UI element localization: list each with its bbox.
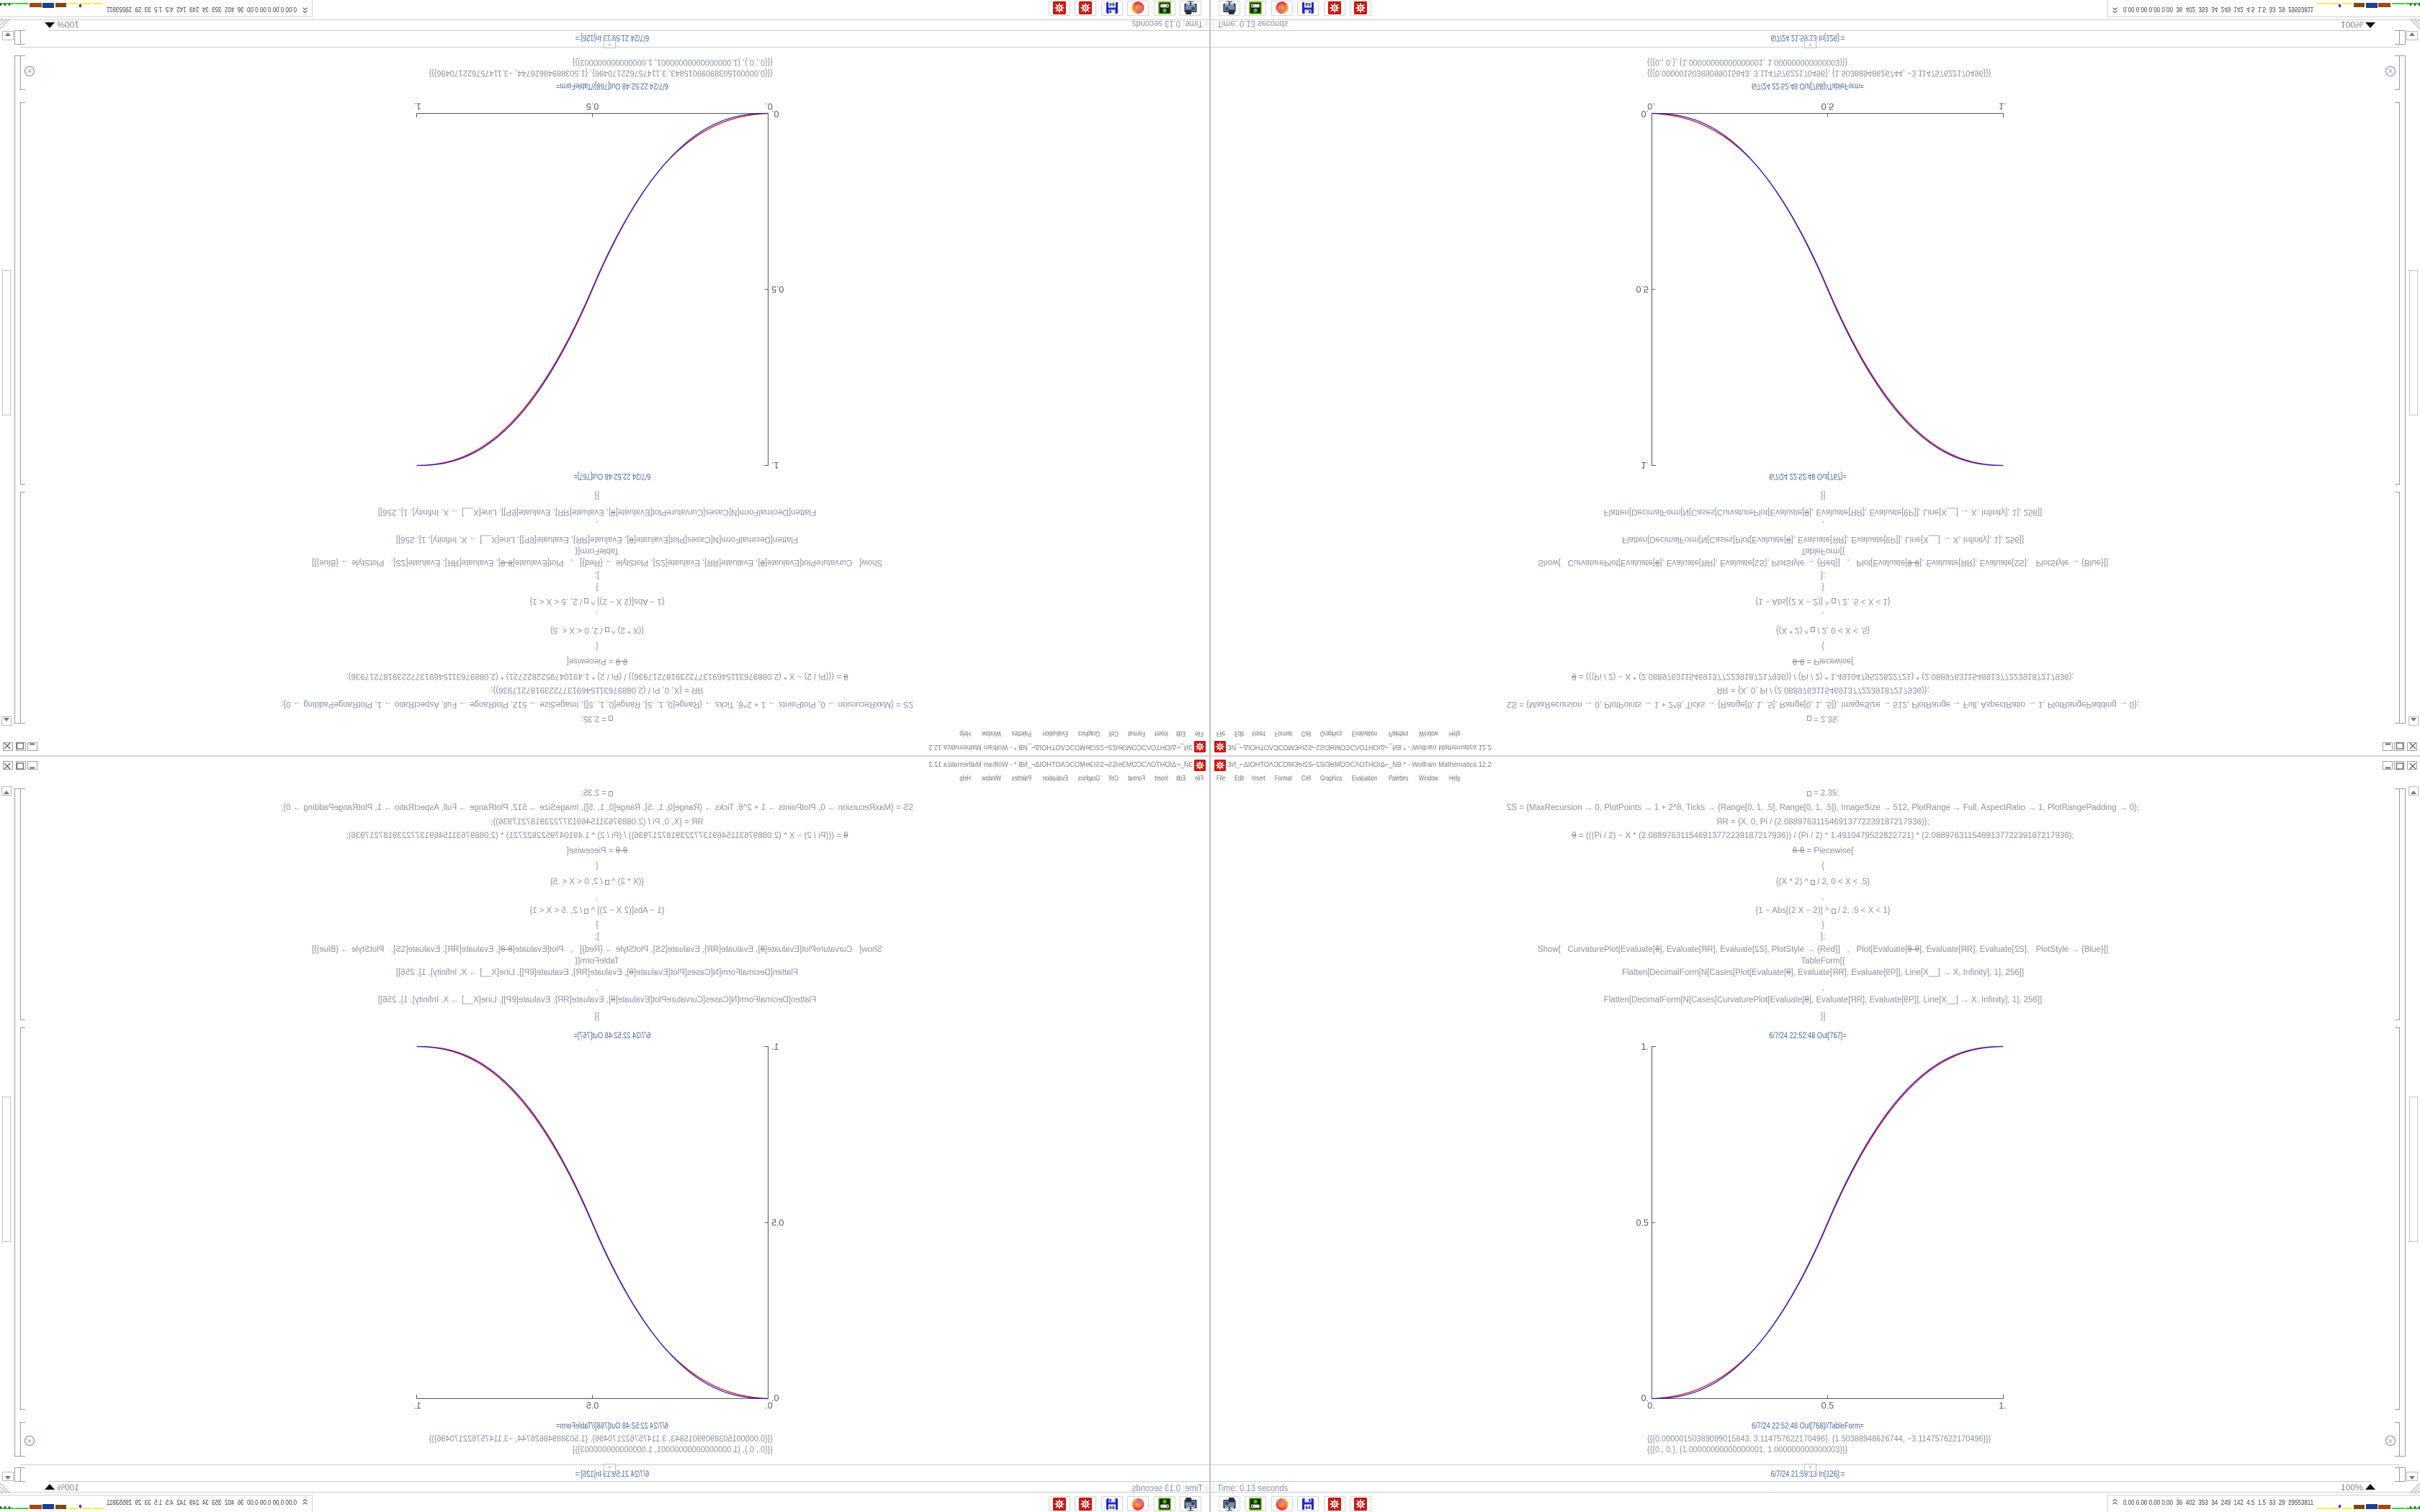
svg-text:0.5: 0.5 [1636, 284, 1649, 294]
svg-text:1.: 1. [771, 460, 779, 470]
svg-text:1.: 1. [413, 1401, 421, 1411]
svg-text:0.: 0. [1641, 109, 1649, 119]
svg-text:0.: 0. [1641, 1393, 1649, 1403]
svg-text:0.5: 0.5 [1821, 1401, 1834, 1411]
svg-text:0.: 0. [771, 1393, 779, 1403]
svg-text:0.: 0. [765, 1401, 772, 1411]
svg-text:64: 64 [1109, 1505, 1115, 1510]
svg-text:1.: 1. [413, 102, 421, 112]
svg-text:0.5: 0.5 [586, 102, 599, 112]
svg-text:0.: 0. [771, 109, 779, 119]
svg-text:0.5: 0.5 [586, 1401, 599, 1411]
svg-text:64: 64 [1305, 1505, 1311, 1510]
svg-text:1.: 1. [1999, 102, 2006, 112]
svg-text:1.: 1. [1999, 1401, 2006, 1411]
svg-text:0.: 0. [765, 102, 772, 112]
svg-text:64: 64 [1305, 2, 1311, 7]
svg-text:0.: 0. [1647, 102, 1654, 112]
svg-text:64: 64 [1109, 2, 1115, 7]
svg-text:1.: 1. [771, 1042, 779, 1052]
svg-text:0.: 0. [1647, 1401, 1654, 1411]
svg-text:0.5: 0.5 [771, 1218, 784, 1228]
svg-text:1.: 1. [1641, 1042, 1649, 1052]
svg-text:1.: 1. [1641, 460, 1649, 470]
svg-text:0.5: 0.5 [771, 284, 784, 294]
svg-text:0.5: 0.5 [1636, 1218, 1649, 1228]
svg-text:0.5: 0.5 [1821, 102, 1834, 112]
